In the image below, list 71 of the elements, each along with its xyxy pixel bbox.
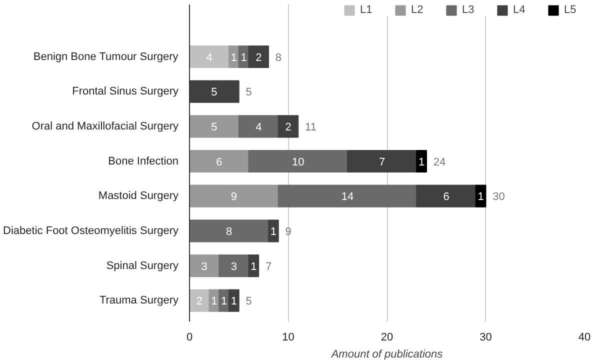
data-label: 5 [211,86,218,99]
legend-label: L5 [564,4,578,16]
y-tick-label: Frontal Sinus Surgery [72,86,179,98]
bar [190,220,269,242]
bar [268,220,279,242]
bar [190,45,230,68]
data-label: 3 [230,260,238,273]
bar [238,115,279,138]
bar [416,184,476,208]
total-label: 9 [285,226,292,238]
legend-label: L2 [411,4,424,16]
x-tick-label: 10 [282,332,294,344]
total-label: 5 [246,296,252,308]
y-tick-label: Trauma Surgery [99,294,179,307]
bar [475,184,486,208]
data-label: 7 [379,156,386,168]
data-label: 4 [206,52,212,64]
x-tick-label: 30 [480,332,492,344]
bar [248,45,269,68]
bar [278,115,299,138]
data-label: 2 [256,52,262,64]
data-label: 6 [216,156,222,168]
data-label: 1 [211,296,218,308]
total-label: 7 [266,260,272,273]
total-label: 30 [492,191,505,204]
y-tick-label: Diabetic Foot Osteomyelitis Surgery [3,224,179,237]
y-tick-label: Benign Bone Tumour Surgery [33,50,179,63]
data-label: 10 [292,156,304,168]
data-label: 14 [341,191,354,204]
data-label: 1 [230,296,238,308]
y-tick-label: Oral and Maxillofacial Surgery [32,120,179,132]
data-label: 2 [285,121,292,134]
total-label: 11 [305,121,316,134]
data-label: 1 [221,296,228,308]
bar [416,150,427,173]
data-label: 9 [230,191,238,204]
data-label: 1 [270,226,277,238]
y-tick-label: Spinal Surgery [106,260,179,272]
data-label: 2 [196,296,202,308]
bar [278,184,418,208]
data-label: 4 [256,121,262,134]
bar [218,254,250,278]
bar [190,184,279,208]
data-label: 3 [201,260,208,273]
legend-label: L3 [462,4,476,16]
x-tick-label: 0 [186,332,193,344]
bar [248,150,348,173]
total-label: 24 [433,156,446,168]
bar [347,150,418,173]
data-label: 1 [478,191,484,204]
bar [190,254,220,278]
data-label: 8 [226,226,232,238]
total-label: 5 [246,86,252,99]
x-tick-label: 40 [578,332,591,344]
y-tick-label: Bone Infection [108,155,179,168]
bar [190,80,240,103]
x-axis-title: Amount of publications [330,348,444,360]
y-tick-label: Mastoid Surgery [98,190,179,202]
data-label: 1 [230,52,238,64]
data-label: 5 [211,121,218,134]
bar [190,115,240,138]
legend-label: L1 [360,4,374,16]
legend-label: L4 [513,4,526,16]
data-label: 1 [250,260,257,273]
bar [190,150,250,173]
data-label: 1 [418,156,425,168]
data-label: 6 [443,191,450,204]
data-label: 1 [240,52,247,64]
bar [228,289,240,312]
x-tick-label: 20 [380,332,394,344]
total-label: 8 [275,52,282,64]
